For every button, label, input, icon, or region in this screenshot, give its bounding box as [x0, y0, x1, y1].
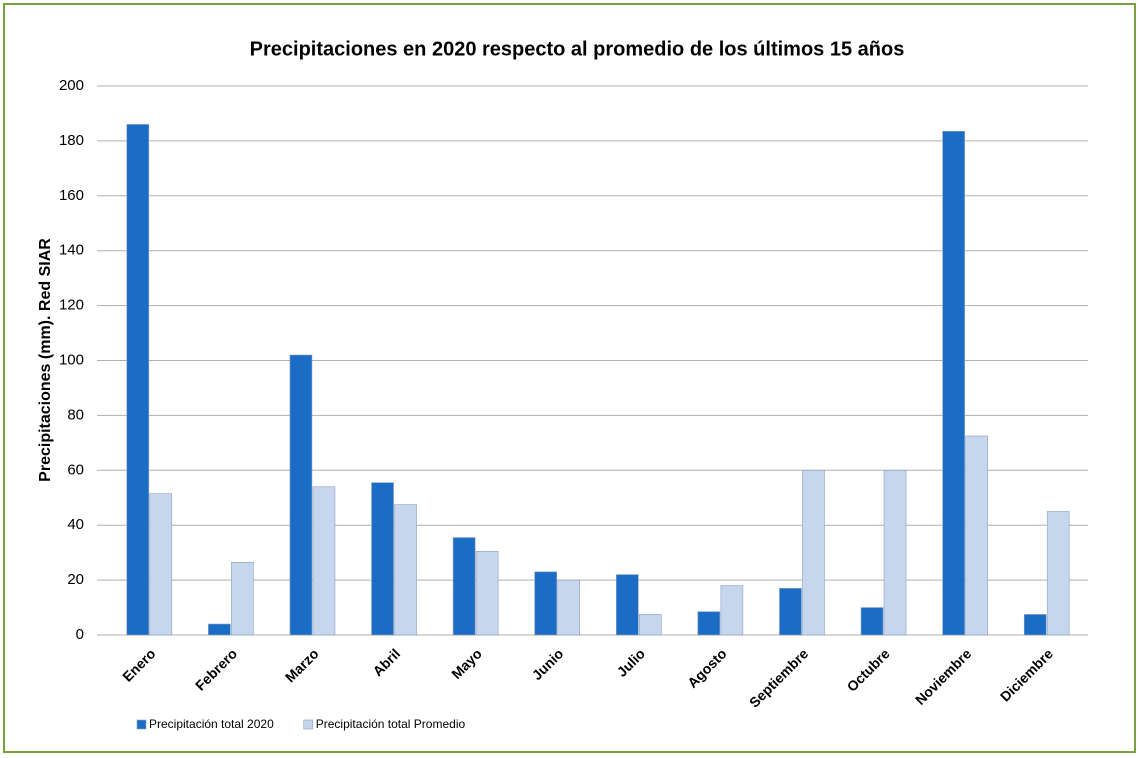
bar	[883, 469, 907, 636]
bar	[1023, 614, 1047, 636]
legend-swatch	[136, 719, 147, 730]
y-tick-label: 0	[76, 626, 84, 643]
y-tick-label: 180	[59, 132, 84, 149]
bar	[126, 124, 150, 636]
frame	[3, 3, 1136, 753]
y-tick-label: 100	[59, 351, 84, 368]
bar	[615, 574, 639, 636]
bar	[965, 435, 988, 636]
bar	[1046, 511, 1070, 636]
y-axis-label: Precipitaciones (mm). Red SIAR	[37, 238, 54, 482]
y-tick-label: 80	[67, 406, 84, 423]
bar	[557, 579, 581, 636]
bar	[208, 623, 231, 636]
chart-title: Precipitaciones en 2020 respecto al prom…	[250, 38, 905, 60]
legend-swatch	[303, 719, 314, 730]
bar	[312, 486, 336, 636]
bar	[289, 354, 313, 636]
y-tick-label: 160	[59, 187, 84, 204]
legend-label: Precipitación total Promedio	[316, 717, 466, 731]
bar	[697, 611, 721, 636]
bar	[802, 469, 825, 636]
bar	[394, 504, 417, 636]
y-tick-label: 40	[67, 516, 84, 533]
bar	[231, 561, 254, 636]
y-tick-label: 60	[67, 461, 84, 478]
bar	[149, 493, 173, 636]
bar	[452, 537, 476, 636]
y-tick-label: 120	[59, 297, 84, 314]
bar	[779, 588, 802, 636]
bar	[860, 607, 884, 636]
bar	[371, 482, 394, 636]
y-tick-label: 140	[59, 242, 84, 259]
y-tick-label: 20	[67, 571, 84, 588]
bar	[720, 585, 744, 636]
y-tick-label: 200	[59, 77, 84, 94]
bar	[475, 550, 499, 636]
bar	[638, 614, 662, 636]
bar	[534, 571, 558, 636]
bar	[942, 130, 965, 636]
legend-label: Precipitación total 2020	[149, 717, 274, 731]
